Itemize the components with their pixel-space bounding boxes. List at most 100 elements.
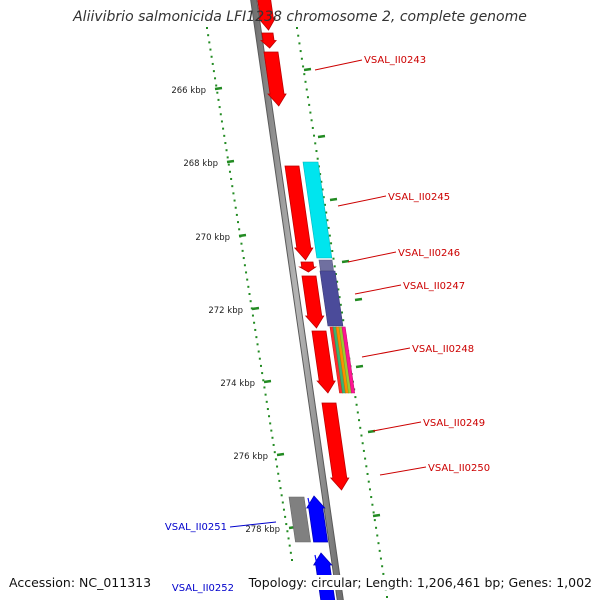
left-tick-dot [218, 106, 221, 109]
gene-arrow[interactable] [260, 32, 277, 49]
kbp-label: 278 kbp [245, 525, 280, 535]
gene-label[interactable]: VSAL_II0245 [388, 192, 450, 203]
right-tick-dot [315, 150, 318, 153]
callout-line [347, 251, 397, 263]
gene-label[interactable]: VSAL_II0249 [423, 418, 485, 429]
left-tick-dot [214, 77, 217, 80]
right-tick-dot [300, 57, 303, 60]
gene-label[interactable]: VSAL_II0252 [172, 583, 234, 594]
left-tick-dot [285, 523, 288, 526]
right-tick-dot [309, 111, 312, 114]
left-tick-dot [257, 350, 260, 353]
major-tick [238, 233, 247, 238]
right-tick-dot [299, 50, 302, 53]
gene-label[interactable]: VSAL_II0251 [165, 522, 227, 533]
left-tick-dot [254, 328, 257, 331]
left-tick-dot [216, 91, 219, 94]
cog-block[interactable] [302, 161, 333, 259]
right-tick-dot [326, 219, 329, 222]
left-tick-dot [278, 479, 281, 482]
left-tick-dot [207, 34, 210, 37]
cog-block[interactable] [288, 496, 311, 543]
left-tick-dot [225, 149, 228, 152]
cog-stripe[interactable] [341, 326, 356, 394]
left-tick-dot [220, 120, 223, 123]
major-tick [251, 306, 260, 311]
left-tick-dot [247, 285, 250, 288]
right-tick-dot [327, 226, 330, 229]
right-tick-dot [361, 442, 364, 445]
left-tick-dot [246, 278, 249, 281]
gene-arrow[interactable] [321, 402, 350, 491]
left-tick-dot [268, 415, 271, 418]
left-tick-dot [222, 127, 225, 130]
right-tick-dot [320, 180, 323, 183]
left-tick-dot [280, 494, 283, 497]
left-tick-dot [211, 62, 214, 65]
gene-arrow-highlight [302, 277, 312, 316]
gene-arrow-highlight [312, 332, 323, 381]
right-tick-dot [367, 480, 370, 483]
right-tick-dot [314, 142, 317, 145]
kbp-label: 274 kbp [220, 379, 255, 389]
left-tick-dot [291, 559, 293, 561]
left-tick-dot [270, 429, 273, 432]
major-tick [372, 513, 381, 518]
gene-arrow-highlight [258, 0, 264, 18]
major-tick [226, 159, 235, 164]
genome-stats-text: Topology: circular; Length: 1,206,461 bp… [248, 575, 592, 590]
left-tick-dot [263, 386, 266, 389]
right-tick-dot [334, 273, 337, 276]
gene-label[interactable]: VSAL_II0247 [403, 281, 465, 292]
right-tick-dot [365, 465, 368, 468]
gene-arrow[interactable] [298, 261, 318, 273]
left-tick-dot [284, 515, 287, 518]
right-tick-dot [316, 157, 319, 160]
right-tick-dot [362, 449, 365, 452]
gene-label[interactable]: VSAL_II0246 [398, 248, 460, 259]
gene-arrow[interactable] [301, 275, 325, 329]
gene-label[interactable]: VSAL_II0250 [428, 463, 490, 474]
gene-arrow-highlight [262, 34, 266, 40]
right-tick-dot [338, 296, 341, 299]
left-tick-dot [255, 336, 258, 339]
gene-callouts: VSAL_II0243 VSAL_II0245 VSAL_II0246 VSAL_II… [165, 55, 490, 594]
gene-arrow[interactable] [284, 165, 314, 261]
left-tick-dot [287, 537, 290, 540]
callout-line [372, 421, 422, 432]
right-tick-dot [366, 472, 369, 475]
left-tick-dot [209, 48, 212, 51]
gene-arrow[interactable] [311, 330, 336, 394]
callout-line [354, 284, 402, 295]
left-tick-dot [248, 293, 251, 295]
right-tick-dot [319, 173, 322, 176]
left-tick-dot [235, 213, 238, 216]
kbp-label: 268 kbp [183, 159, 218, 169]
left-tick-dot [210, 55, 213, 58]
right-tick-dot [371, 503, 374, 506]
left-tick-dot [223, 134, 226, 137]
gene-arrow[interactable] [263, 51, 287, 107]
right-tick-dot [355, 403, 358, 406]
left-tick-dot [273, 451, 276, 454]
gene-label[interactable]: VSAL_II0248 [412, 344, 474, 355]
right-tick-dot [376, 534, 379, 537]
right-tick-dot [308, 103, 311, 106]
cog-features [288, 161, 356, 543]
major-tick [355, 364, 364, 369]
genome-backbone [251, 0, 343, 600]
kbp-label: 272 kbp [208, 306, 243, 316]
gene-label[interactable]: VSAL_II0243 [364, 55, 426, 66]
left-tick-dot [286, 530, 289, 533]
cog-block[interactable] [318, 259, 334, 272]
gene-arrow[interactable] [257, 0, 276, 31]
right-tick-dot [296, 27, 298, 29]
left-tick-dot [258, 357, 261, 360]
right-tick-dot [341, 311, 343, 314]
right-tick-dot [303, 73, 306, 76]
right-tick-dot [386, 596, 388, 598]
cog-block[interactable] [319, 270, 344, 327]
gene-arrow[interactable] [306, 495, 329, 543]
right-tick-dot [321, 188, 324, 191]
kbp-label: 266 kbp [171, 86, 206, 96]
